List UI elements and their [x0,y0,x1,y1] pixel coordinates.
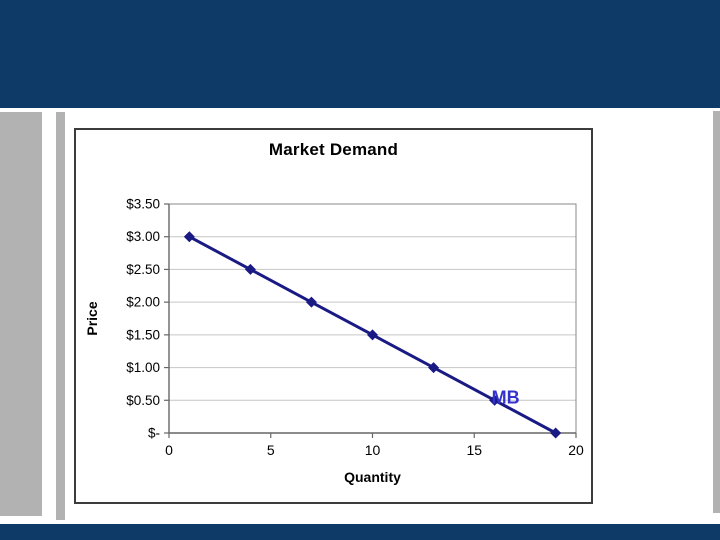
y-tick-label: $3.50 [126,197,160,212]
y-tick-label: $- [148,426,160,441]
x-tick-label: 5 [267,442,275,458]
y-tick-label: $0.50 [126,393,160,408]
y-tick-label: $1.50 [126,327,160,342]
data-point-marker [428,362,440,374]
y-axis-title: Price [84,301,100,335]
x-tick-label: 10 [365,442,381,458]
y-tick-label: $2.00 [126,295,160,310]
footer-bar [0,524,720,540]
demand-line-chart: $- $0.50 $1.00 $1.50 $2.00 $2.50 $3.00 $3.50 0 5 1… [84,197,584,486]
chart-title: Market Demand [268,140,399,159]
left-accent-strip [56,112,65,520]
data-point-marker [305,296,317,308]
data-point-marker [244,263,256,275]
series-annotation-mb: MB [492,387,520,407]
x-tick-label: 15 [466,442,482,458]
data-point-marker [550,427,562,439]
y-tick-label: $2.50 [126,262,160,277]
x-tick-label: 20 [568,442,584,458]
y-tick-label: $3.00 [126,229,160,244]
data-point-marker [489,394,501,406]
x-tick-label: 0 [165,442,173,458]
chart-frame: Market Demand $- $0.50 $1.00 $1.50 $2.00 $2.5… [74,128,593,504]
right-accent-strip [713,111,720,513]
y-tick-label: $1.00 [126,360,160,375]
x-axis-title: Quantity [344,469,401,485]
data-point-marker [367,329,378,341]
left-side-bar [0,112,42,516]
header-bar [0,0,720,108]
data-point-marker [183,231,195,243]
